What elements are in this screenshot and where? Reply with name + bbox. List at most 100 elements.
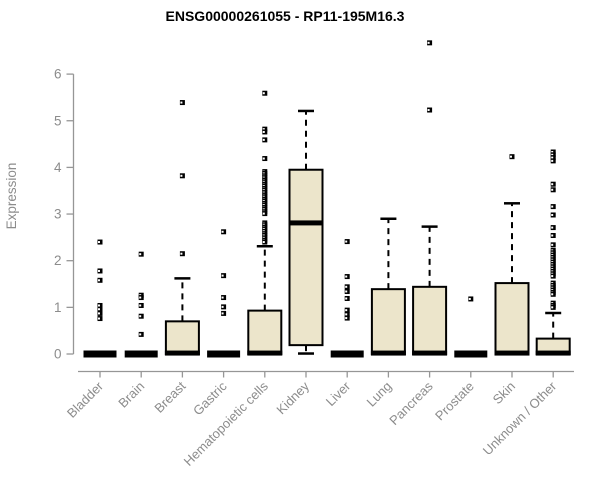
outlier-point-center bbox=[551, 188, 554, 191]
median-line bbox=[535, 350, 571, 356]
box-prostate bbox=[454, 296, 488, 358]
outlier-point-center bbox=[221, 274, 224, 277]
outlier-point-center bbox=[98, 308, 100, 311]
y-axis-title: Expression bbox=[4, 163, 19, 230]
outlier-point-center bbox=[510, 155, 512, 158]
collapsed-box-bladder bbox=[83, 350, 117, 358]
outlier-point-center bbox=[180, 174, 183, 177]
outlier-point-center bbox=[98, 317, 100, 320]
outlier-point-center bbox=[345, 240, 348, 243]
outlier-point-center bbox=[551, 159, 554, 162]
median-line bbox=[247, 350, 283, 356]
outlier-point-center bbox=[345, 309, 348, 312]
outlier-point-center bbox=[551, 183, 554, 186]
y-tick-label-0: 0 bbox=[54, 347, 62, 362]
box-unknown-other bbox=[535, 149, 571, 356]
y-tick-label-2: 2 bbox=[54, 253, 62, 268]
outlier-point-center bbox=[427, 41, 430, 44]
outlier-point-center bbox=[551, 226, 554, 229]
outlier-point-center bbox=[98, 312, 100, 315]
box-gastric bbox=[207, 229, 241, 358]
x-axis-label-pancreas: Pancreas bbox=[386, 378, 436, 428]
collapsed-box-brain bbox=[124, 350, 158, 358]
outlier-point-center bbox=[262, 130, 265, 133]
iqr-box bbox=[288, 168, 324, 347]
y-tick-label-3: 3 bbox=[54, 207, 62, 222]
outlier-point-center bbox=[98, 279, 100, 282]
x-axis-label-kidney: Kidney bbox=[273, 378, 312, 417]
box-bladder bbox=[83, 239, 117, 358]
outlier-point-center bbox=[139, 253, 142, 256]
median-line bbox=[412, 350, 448, 356]
x-axis-label-unknown-other: Unknown / Other bbox=[480, 378, 560, 458]
median-line bbox=[370, 350, 406, 356]
box-skin bbox=[494, 154, 530, 356]
x-axis-label-skin: Skin bbox=[490, 379, 518, 407]
iqr-box bbox=[494, 282, 530, 356]
outlier-point-center bbox=[345, 313, 348, 316]
x-axis-label-bladder: Bladder bbox=[64, 378, 107, 421]
outlier-point-center bbox=[551, 156, 554, 159]
outlier-point-center bbox=[139, 304, 142, 307]
outlier-point-center bbox=[221, 312, 224, 315]
box-pancreas bbox=[412, 40, 448, 356]
iqr-box bbox=[412, 285, 448, 356]
box-kidney bbox=[288, 109, 324, 355]
outlier-point-center bbox=[468, 297, 471, 300]
outlier-point-center bbox=[221, 230, 224, 233]
x-axis-label-prostate: Prostate bbox=[432, 379, 477, 424]
outlier-point-center bbox=[345, 275, 348, 278]
outlier-point-center bbox=[551, 243, 554, 246]
median-line bbox=[164, 350, 200, 356]
y-tick-label-5: 5 bbox=[54, 113, 62, 128]
outlier-point-center bbox=[427, 109, 430, 112]
y-axis: 0 1 2 3 4 5 6 bbox=[54, 67, 75, 362]
y-tick-label-1: 1 bbox=[54, 300, 62, 315]
iqr-box bbox=[164, 320, 200, 355]
box-hematopoietic-cells bbox=[247, 90, 283, 356]
x-axis-label-breast: Breast bbox=[151, 378, 188, 415]
box-breast bbox=[164, 100, 200, 356]
outlier-point-center bbox=[180, 252, 183, 255]
x-axis-label-lung: Lung bbox=[363, 379, 394, 410]
y-tick-label-6: 6 bbox=[54, 67, 62, 82]
outlier-point-center bbox=[98, 304, 100, 307]
box-lung bbox=[370, 217, 406, 356]
box-liver bbox=[330, 239, 364, 358]
y-tick-label-4: 4 bbox=[54, 160, 62, 175]
outlier-point-center bbox=[551, 293, 554, 296]
iqr-box bbox=[370, 288, 406, 355]
collapsed-box-gastric bbox=[207, 350, 241, 358]
outlier-point-center bbox=[551, 234, 554, 237]
collapsed-box-liver bbox=[330, 350, 364, 358]
outlier-point-center bbox=[262, 157, 265, 160]
outlier-point-center bbox=[345, 290, 348, 293]
collapsed-box-prostate bbox=[454, 350, 488, 358]
outlier-point-center bbox=[221, 296, 224, 299]
outlier-point-center bbox=[262, 212, 265, 215]
outlier-point-center bbox=[262, 128, 265, 131]
outlier-point-center bbox=[551, 151, 554, 154]
outlier-point-center bbox=[221, 305, 224, 308]
x-axis-label-gastric: Gastric bbox=[190, 378, 230, 418]
outlier-point-center bbox=[262, 241, 265, 244]
outlier-point-center bbox=[551, 213, 554, 216]
outlier-point-center bbox=[551, 275, 554, 278]
outlier-point-center bbox=[551, 205, 554, 208]
outlier-point-center bbox=[98, 269, 100, 272]
plot-area: 0 1 2 3 4 5 6 Bladder Brain Breast GastricHematopo… bbox=[54, 40, 574, 469]
median-line bbox=[494, 350, 530, 356]
chart-title: ENSG00000261055 - RP11-195M16.3 bbox=[166, 8, 405, 24]
outlier-point-center bbox=[262, 92, 265, 95]
box-brain bbox=[124, 251, 158, 358]
median-line bbox=[288, 220, 324, 226]
outlier-point-center bbox=[262, 138, 265, 141]
outlier-point-center bbox=[180, 101, 183, 104]
outlier-point-center bbox=[98, 241, 100, 244]
outlier-point-center bbox=[551, 153, 554, 156]
outlier-point-center bbox=[345, 317, 348, 320]
x-axis-label-brain: Brain bbox=[115, 379, 147, 411]
